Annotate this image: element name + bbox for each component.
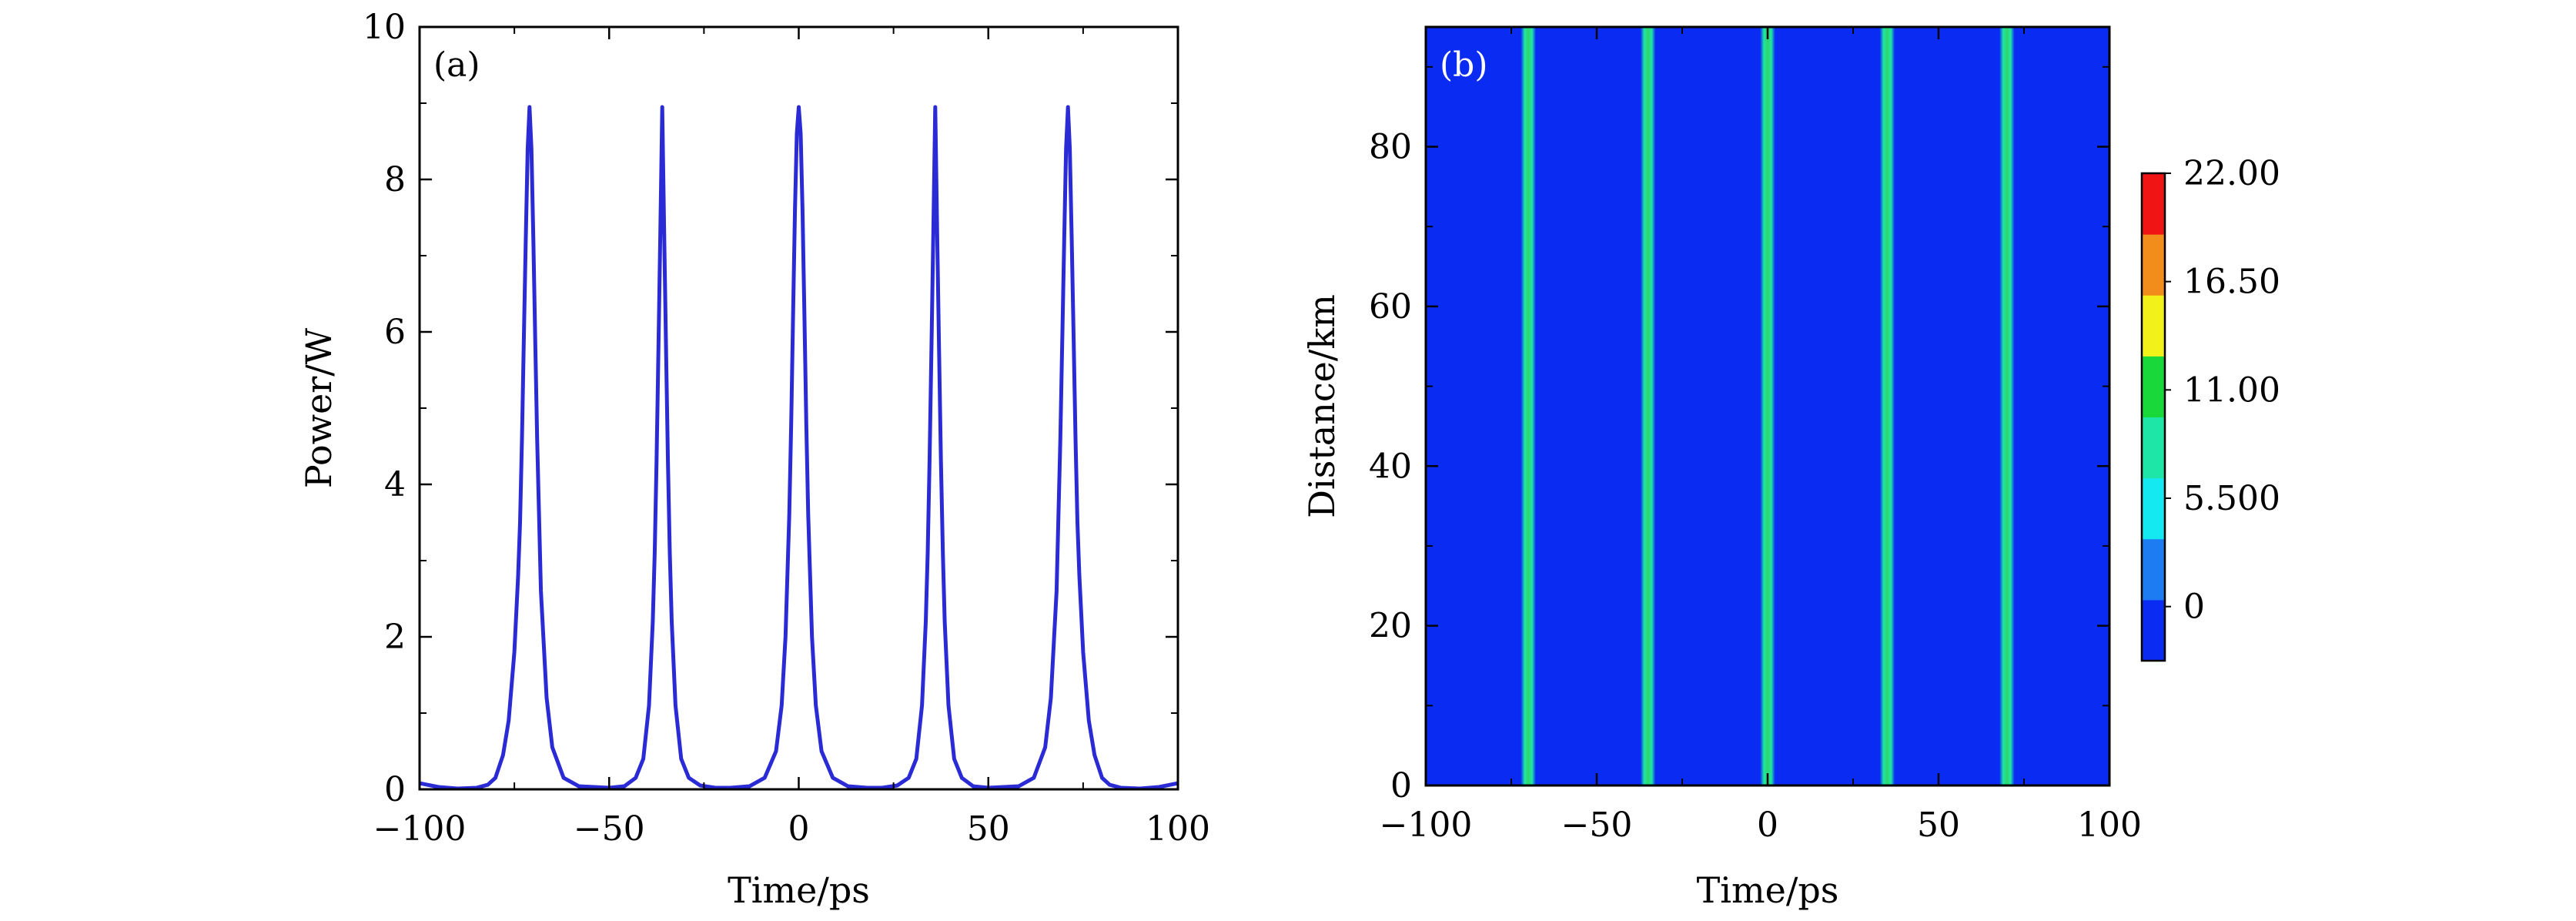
panel-a-series-line bbox=[419, 105, 1179, 791]
panel-b-x-tick-label: 0 bbox=[1757, 805, 1778, 845]
panel-a-frame bbox=[418, 25, 1179, 791]
panel-a-x-tick-label: −100 bbox=[373, 809, 467, 849]
panel-b: −100 −50 0 50 100 0 20 40 60 80 (b) Time/ps Dista… bbox=[1301, 25, 2280, 911]
panel-a-y-tick-label: 6 bbox=[384, 313, 406, 352]
panel-a-x-tick-label: 50 bbox=[967, 809, 1010, 849]
panel-a-x-tick-label: −50 bbox=[574, 809, 645, 849]
colorbar-tick-label: 16.50 bbox=[2183, 263, 2280, 302]
panel-a-x-tick-label: 0 bbox=[788, 809, 810, 849]
panel-b-label: (b) bbox=[1440, 45, 1488, 85]
panel-b-y-tick-label: 40 bbox=[1369, 447, 1412, 486]
panel-b-pulse-trace bbox=[1521, 27, 1536, 785]
panel-b-pulse-trace bbox=[1879, 27, 1895, 785]
panel-b-pulse-trace bbox=[1640, 27, 1656, 785]
panel-b-plot-area bbox=[1426, 27, 2109, 785]
panel-b-y-tick-label: 80 bbox=[1369, 128, 1412, 167]
colorbar-segment bbox=[2142, 173, 2165, 235]
panel-b-x-tick-label: 50 bbox=[1917, 805, 1960, 845]
panel-a-ticks: −100 −50 0 50 100 0 2 4 6 8 10 bbox=[363, 8, 1210, 849]
panel-a-plot-area bbox=[419, 105, 1179, 791]
panel-a-x-axis-label: Time/ps bbox=[728, 869, 870, 911]
colorbar-segment bbox=[2142, 477, 2165, 540]
panel-b-ticks: −100 −50 0 50 100 0 20 40 60 80 bbox=[1369, 27, 2142, 845]
panel-b-x-tick-label: −100 bbox=[1380, 805, 1473, 845]
panel-a-y-tick-label: 10 bbox=[363, 8, 406, 47]
panel-a: −100 −50 0 50 100 0 2 4 6 8 10 (a) Time/ps Power/W bbox=[298, 8, 1210, 911]
panel-a-y-tick-label: 8 bbox=[384, 160, 406, 199]
colorbar: 0 5.500 11.00 16.50 22.00 bbox=[2140, 154, 2280, 662]
panel-a-y-tick-label: 4 bbox=[384, 465, 406, 504]
panel-b-pulse-trace bbox=[1999, 27, 2015, 785]
colorbar-segment bbox=[2142, 234, 2165, 296]
panel-b-y-tick-label: 60 bbox=[1369, 287, 1412, 327]
colorbar-segment bbox=[2142, 538, 2165, 601]
colorbar-tick-label: 5.500 bbox=[2183, 479, 2280, 518]
colorbar-segment bbox=[2142, 599, 2165, 661]
colorbar-tick-label: 0 bbox=[2183, 588, 2205, 627]
panel-b-x-tick-label: −50 bbox=[1561, 805, 1633, 845]
colorbar-tick-label: 22.00 bbox=[2183, 154, 2280, 193]
panel-b-x-tick-label: 100 bbox=[2077, 805, 2142, 845]
panel-a-y-tick-label: 0 bbox=[384, 770, 406, 809]
panel-b-y-tick-label: 20 bbox=[1369, 607, 1412, 646]
panel-b-pulse-trace bbox=[1760, 27, 1775, 785]
colorbar-segment bbox=[2142, 356, 2165, 417]
colorbar-frame bbox=[2140, 172, 2166, 662]
panel-a-x-tick-label: 100 bbox=[1146, 809, 1210, 849]
panel-a-y-tick-label: 2 bbox=[384, 618, 406, 657]
colorbar-tick-label: 11.00 bbox=[2183, 370, 2280, 410]
panel-a-y-axis-label: Power/W bbox=[298, 327, 340, 488]
panel-b-y-axis-label: Distance/km bbox=[1301, 294, 1343, 518]
panel-b-x-axis-label: Time/ps bbox=[1697, 869, 1839, 911]
panel-a-label: (a) bbox=[433, 45, 480, 85]
colorbar-segment bbox=[2142, 295, 2165, 357]
colorbar-segment bbox=[2142, 417, 2165, 479]
panel-b-y-tick-label: 0 bbox=[1390, 766, 1412, 805]
